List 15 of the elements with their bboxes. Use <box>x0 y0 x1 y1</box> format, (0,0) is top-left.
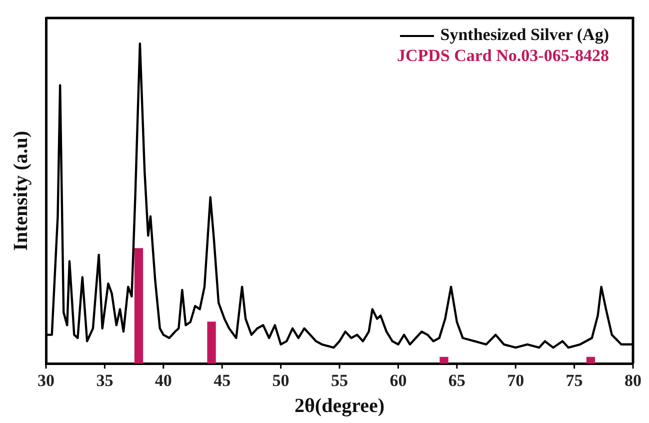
x-tick-label: 35 <box>96 371 114 390</box>
x-tick-label: 60 <box>390 371 407 390</box>
x-tick-label: 65 <box>448 371 466 390</box>
x-tick-label: 70 <box>507 371 524 390</box>
x-tick-label: 30 <box>38 371 54 390</box>
x-axis-title: 2θ(degree) <box>294 395 385 418</box>
x-tick-label: 50 <box>272 371 290 390</box>
x-tick-label: 75 <box>566 371 583 390</box>
y-axis-title: Intensity (a.u) <box>10 130 32 251</box>
x-tick-label: 40 <box>154 371 172 390</box>
legend-label: Synthesized Silver (Ag) <box>439 24 609 45</box>
x-tick-label: 80 <box>624 371 642 390</box>
x-tick-label: 55 <box>331 371 348 390</box>
text: JCPDS Card No.03-065-8428 <box>396 45 609 66</box>
x-tick-label: 45 <box>214 371 231 390</box>
